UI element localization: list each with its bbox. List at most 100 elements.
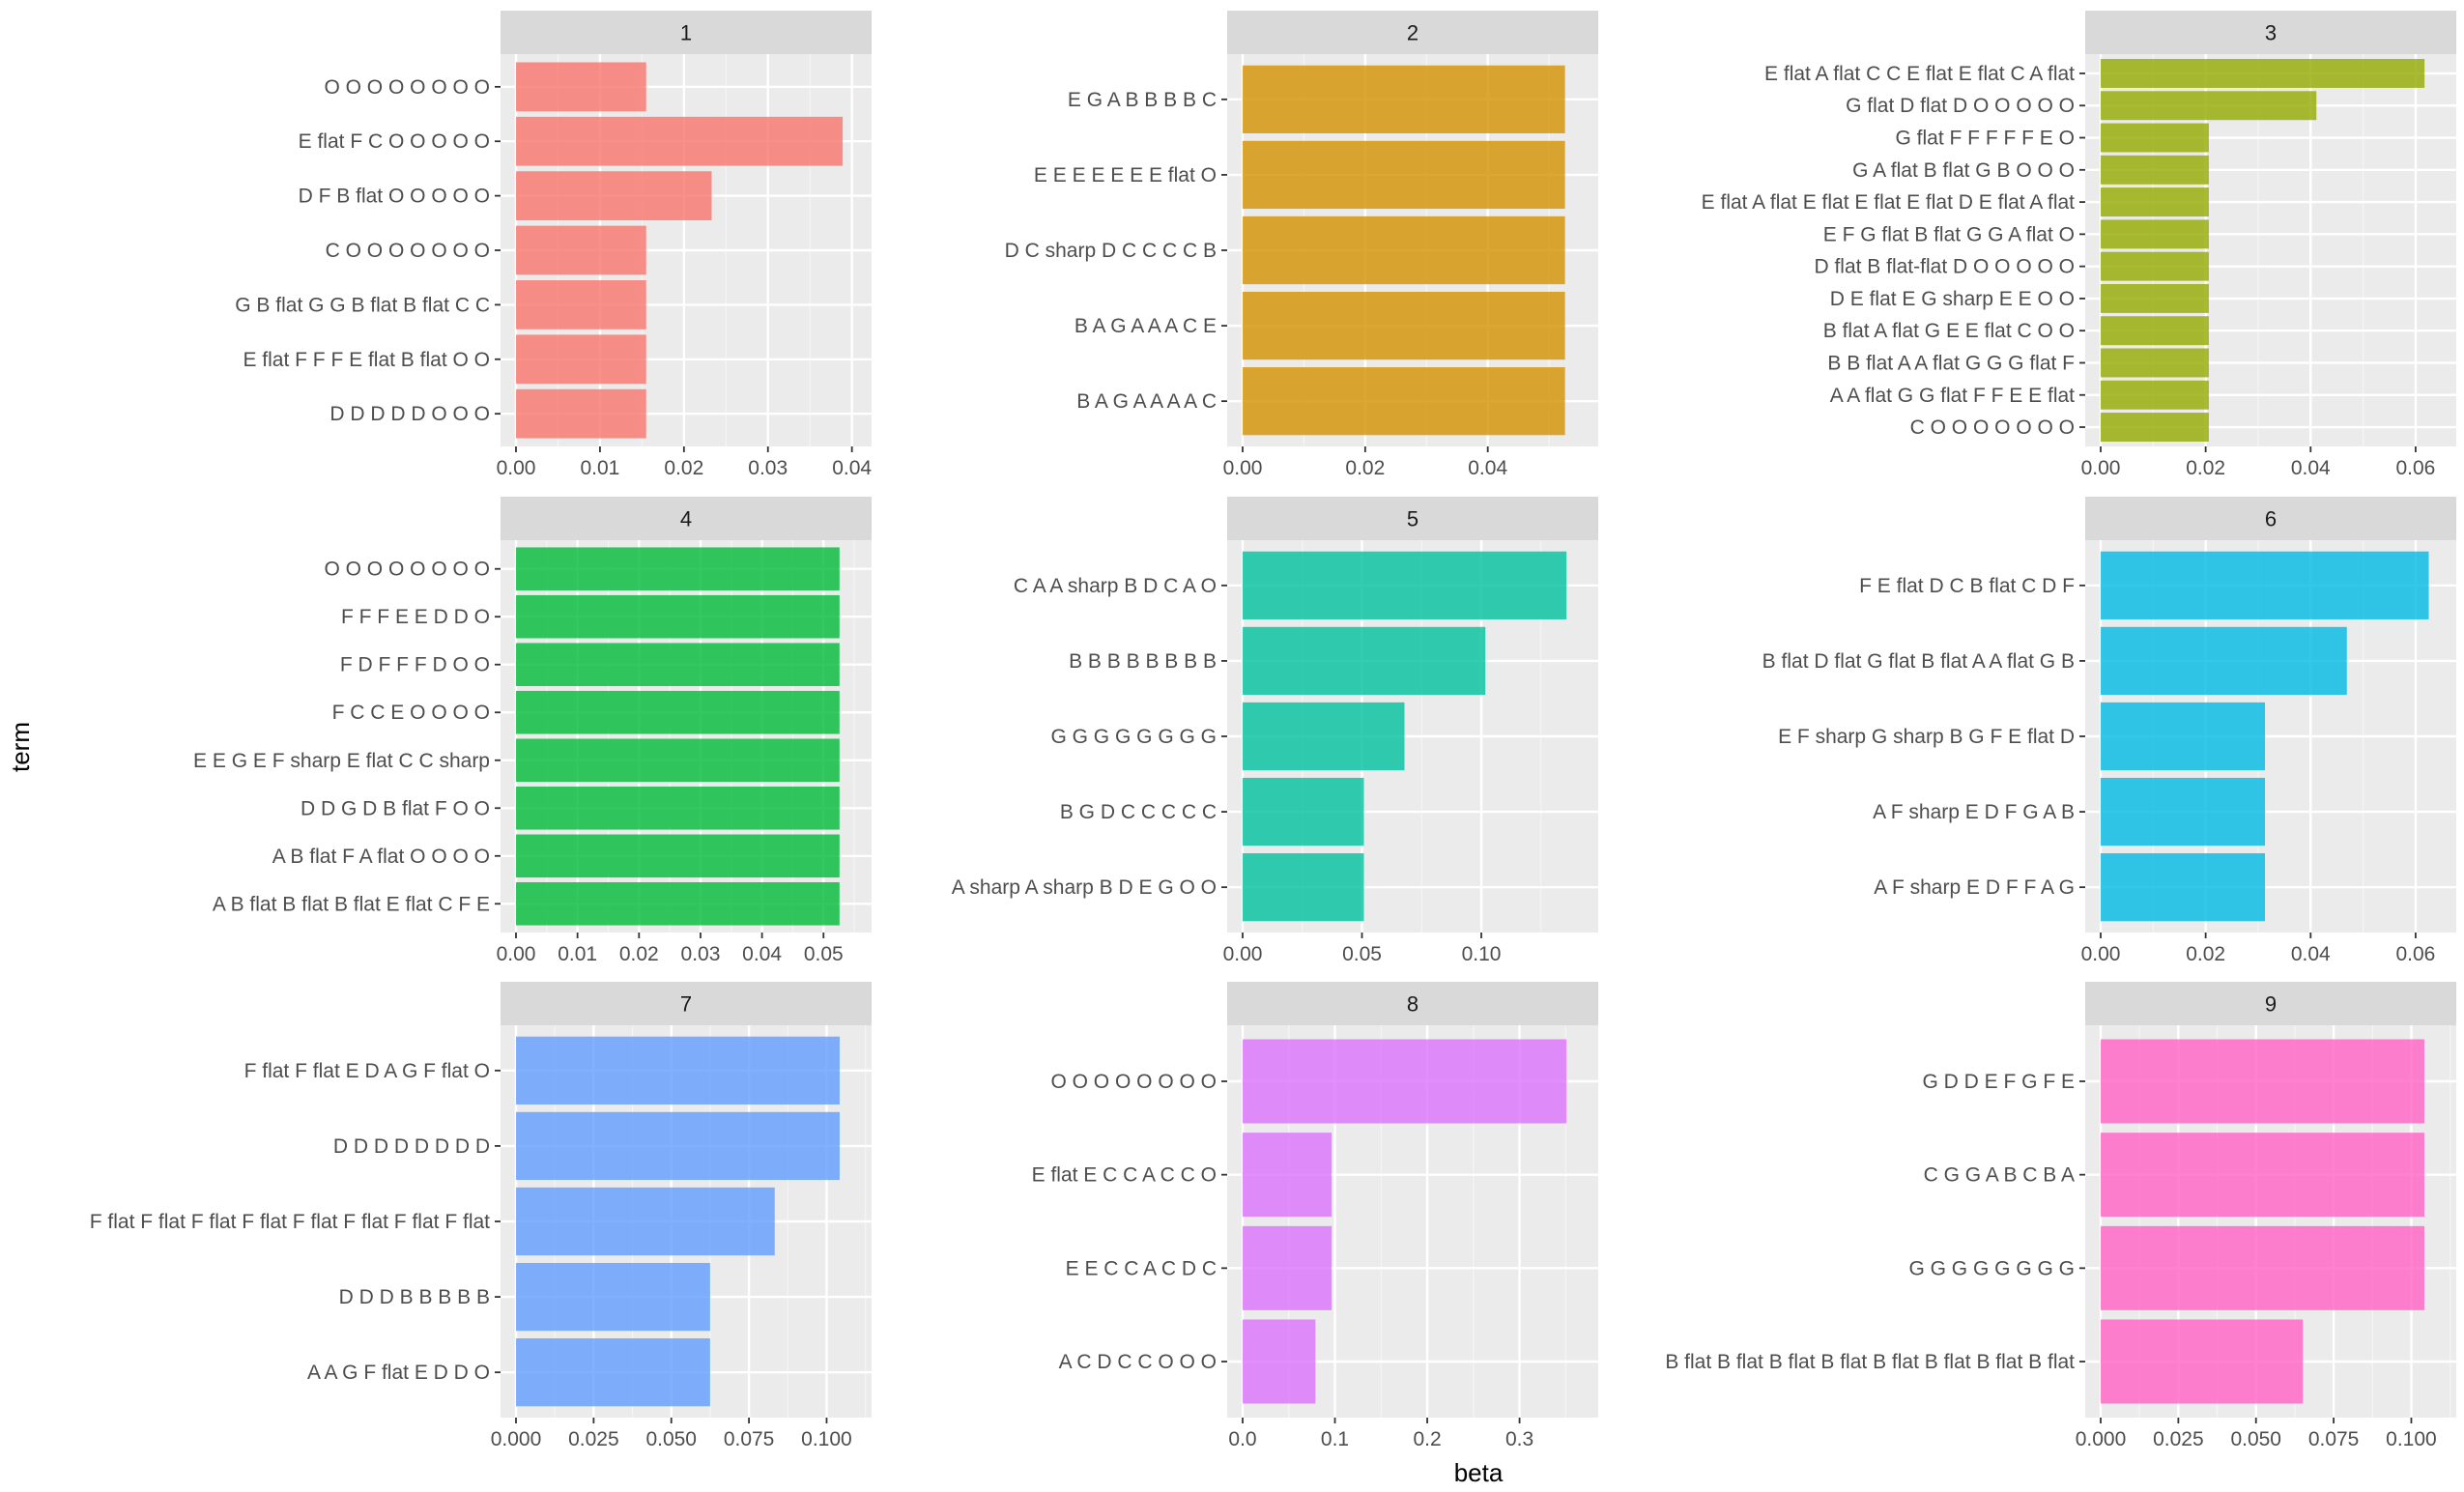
- x-tick-label: 0.075: [724, 1428, 775, 1450]
- x-tick-label: 0.3: [1505, 1428, 1533, 1450]
- facet-strip-label: 3: [2265, 21, 2277, 45]
- x-tick-label: 0.1: [1321, 1428, 1349, 1450]
- y-tick-label: D E flat E G sharp E E O O: [1830, 288, 2075, 310]
- bar: [516, 388, 646, 439]
- y-tick-label: F D F F F D O O: [340, 654, 490, 676]
- y-tick-label: C O O O O O O O: [1910, 416, 2075, 439]
- bar: [516, 834, 840, 878]
- bar: [516, 280, 646, 330]
- y-tick-label: D D D D D D D D: [333, 1135, 490, 1158]
- x-tick-label: 0.00: [497, 943, 536, 965]
- y-tick-label: O O O O O O O O: [324, 76, 490, 99]
- y-tick-label: E flat F C O O O O O: [299, 130, 490, 153]
- x-tick-label: 0.02: [1345, 457, 1385, 479]
- x-tick-label: 0.06: [2395, 457, 2435, 479]
- y-tick-label: B flat A flat G E E flat C O O: [1823, 320, 2075, 342]
- bar: [516, 547, 840, 590]
- y-tick-label: C G G A B C B A: [1924, 1164, 2075, 1187]
- bar: [1243, 367, 1565, 436]
- x-tick-label: 0.05: [804, 943, 844, 965]
- facet-panel-9: 9 0.000 0.025 0.050 0.075 0.100 G D D E F G F …: [1665, 982, 2456, 1450]
- bar: [2101, 219, 2209, 249]
- y-tick-label: E flat E C C A C C O: [1032, 1164, 1217, 1187]
- y-tick-label: F flat F flat F flat F flat F flat F fla…: [90, 1211, 490, 1233]
- facet-strip: [2085, 11, 2456, 54]
- y-tick-label: B A G A A A C E: [1074, 315, 1217, 337]
- x-tick-label: 0.00: [2081, 457, 2121, 479]
- facet-panel-4: 4 0.00 0.01 0.02 0.03 0.04 0.05 O O O O O O O O…: [193, 497, 872, 965]
- y-tick-label: F flat F flat E D A G F flat O: [244, 1060, 490, 1082]
- y-tick-label: C O O O O O O O: [326, 240, 490, 262]
- y-tick-label: O O O O O O O O: [1050, 1071, 1217, 1093]
- y-tick-label: E F G flat B flat G G A flat O: [1823, 223, 2075, 245]
- x-tick-label: 0.04: [2291, 457, 2331, 479]
- bar: [516, 690, 840, 734]
- facet-strip-label: 1: [680, 21, 692, 45]
- bar: [516, 1262, 710, 1332]
- y-tick-label: A A G F flat E D D O: [307, 1362, 490, 1384]
- bar: [516, 594, 840, 639]
- facet-panel-1: 1 0.00 0.01 0.02 0.03 0.04 O O O O O O O O E fl…: [235, 11, 872, 479]
- bar: [1243, 65, 1565, 133]
- x-tick-label: 0.02: [2186, 943, 2225, 965]
- facet-panel-2: 2 0.00 0.02 0.04 E G A B B B B C E E E E E E …: [1005, 11, 1598, 479]
- y-tick-label: A B flat F A flat O O O O: [272, 846, 490, 868]
- y-tick-label: A A flat G G flat F F E E flat: [1830, 385, 2075, 407]
- bar: [2101, 626, 2347, 696]
- x-tick-label: 0.025: [2153, 1428, 2204, 1450]
- bar: [1243, 215, 1565, 285]
- bar: [1243, 291, 1565, 360]
- y-tick-label: E G A B B B B C: [1068, 89, 1217, 111]
- y-tick-label: B A G A A A A C: [1076, 390, 1217, 413]
- facet-strip: [1227, 982, 1598, 1025]
- facet-strip: [1227, 497, 1598, 540]
- bar: [516, 1338, 710, 1407]
- y-tick-label: G D D E F G F E: [1922, 1071, 2075, 1093]
- bar: [2101, 1225, 2424, 1310]
- x-tick-label: 0.01: [558, 943, 597, 965]
- y-tick-label: D D D B B B B B: [339, 1286, 490, 1308]
- y-tick-label: E flat F F F E flat B flat O O: [243, 349, 490, 371]
- y-tick-label: G B flat G G B flat B flat C C: [235, 294, 490, 316]
- x-tick-label: 0.00: [1223, 943, 1263, 965]
- y-tick-label: A B flat B flat B flat E flat C F E: [213, 893, 490, 915]
- y-tick-label: B G D C C C C C: [1060, 801, 1217, 823]
- x-tick-label: 0.03: [681, 943, 721, 965]
- y-tick-label: G G G G G G G G: [1908, 1257, 2075, 1279]
- bar: [1243, 777, 1364, 846]
- x-tick-label: 0.06: [2395, 943, 2435, 965]
- x-tick-label: 0.000: [2076, 1428, 2127, 1450]
- bar: [516, 334, 646, 385]
- y-axis-title: term: [6, 722, 35, 772]
- x-tick-label: 0.02: [664, 457, 703, 479]
- bar: [1243, 1133, 1332, 1218]
- bar: [2101, 283, 2209, 313]
- y-tick-label: B B flat A A flat G G G flat F: [1827, 352, 2075, 374]
- x-tick-label: 0.02: [2186, 457, 2225, 479]
- facet-strip-label: 5: [1407, 507, 1418, 531]
- bar: [2101, 123, 2209, 153]
- bar: [2101, 1133, 2424, 1218]
- bar: [2101, 413, 2209, 443]
- x-tick-label: 0.075: [2308, 1428, 2360, 1450]
- bar: [516, 1111, 840, 1181]
- y-tick-label: B flat D flat G flat B flat A A flat G B: [1762, 650, 2075, 673]
- y-tick-label: G flat F F F F F E O: [1895, 128, 2075, 150]
- bar: [2101, 91, 2317, 121]
- facet-strip: [1227, 11, 1598, 54]
- y-tick-label: E E E E E E E flat O: [1034, 164, 1217, 186]
- y-tick-label: E flat A flat C C E flat E flat C A flat: [1764, 63, 2075, 85]
- y-tick-label: C A A sharp B D C A O: [1014, 575, 1217, 597]
- facet-strip: [2085, 982, 2456, 1025]
- y-tick-label: F E flat D C B flat C D F: [1859, 575, 2075, 597]
- bar: [2101, 702, 2266, 771]
- bar: [2101, 1319, 2304, 1404]
- x-tick-label: 0.03: [748, 457, 788, 479]
- x-tick-label: 0.050: [645, 1428, 697, 1450]
- x-tick-label: 0.0: [1228, 1428, 1256, 1450]
- y-tick-label: D flat B flat-flat D O O O O O: [1814, 256, 2075, 278]
- y-tick-label: A F sharp E D F F A G: [1874, 876, 2075, 899]
- bar: [1243, 1225, 1332, 1310]
- facet-panel-7: 7 0.000 0.025 0.050 0.075 0.100 F flat F flat …: [90, 982, 872, 1450]
- x-tick-label: 0.04: [742, 943, 782, 965]
